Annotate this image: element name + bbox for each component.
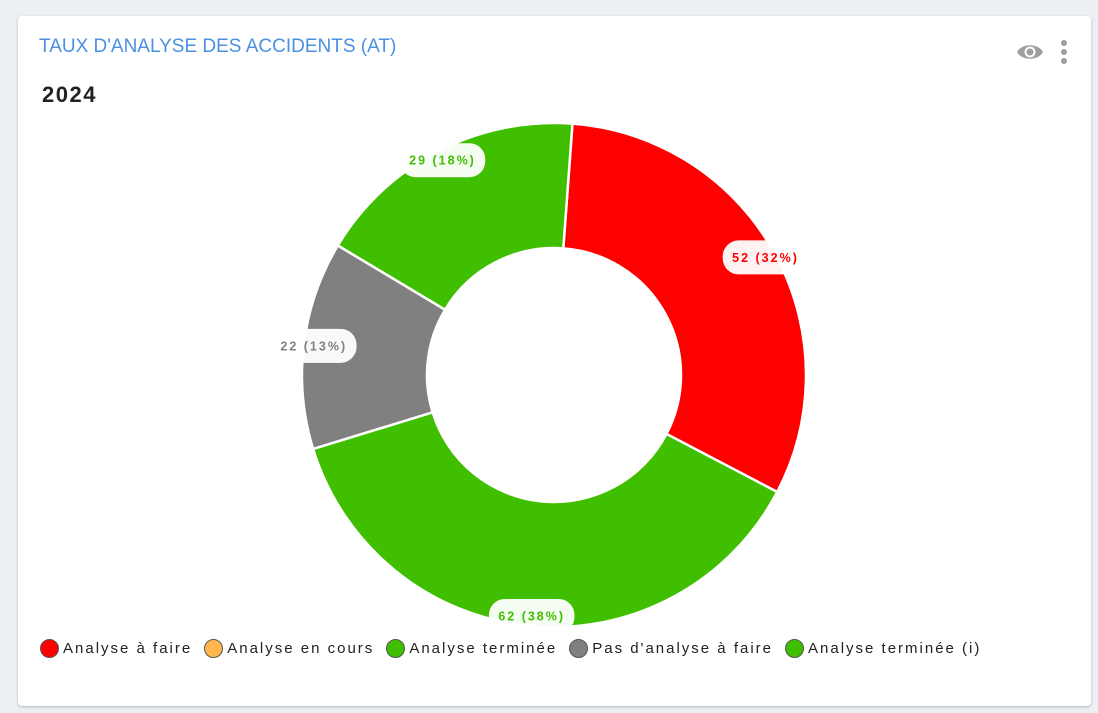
slice-label: 52 (32%) bbox=[722, 240, 809, 275]
chart-card: TAUX D'ANALYSE DES ACCIDENTS (AT) 2024 5… bbox=[18, 16, 1091, 706]
card-title: TAUX D'ANALYSE DES ACCIDENTS (AT) bbox=[39, 36, 397, 57]
slice-label: 22 (13%) bbox=[270, 328, 357, 363]
slice-label-text: 29 (18%) bbox=[409, 154, 476, 168]
donut-slice[interactable] bbox=[561, 122, 808, 494]
legend-label: Analyse en cours bbox=[227, 640, 375, 657]
donut-slice[interactable] bbox=[311, 410, 779, 629]
legend-label: Analyse à faire bbox=[63, 640, 193, 657]
chart-legend: Analyse à faire Analyse en cours Analyse t… bbox=[40, 639, 993, 658]
legend-color-dot bbox=[204, 639, 224, 658]
legend-item[interactable]: Pas d'analyse à faire bbox=[569, 639, 773, 658]
legend-item[interactable]: Analyse terminée (i) bbox=[785, 639, 981, 658]
slice-label-text: 62 (38%) bbox=[498, 609, 565, 623]
chart-subtitle: 2024 bbox=[42, 82, 97, 107]
legend-label: Analyse terminée bbox=[409, 640, 558, 657]
legend-label: Analyse terminée (i) bbox=[808, 640, 982, 657]
legend-item[interactable]: Analyse à faire bbox=[40, 639, 192, 658]
donut-slice[interactable] bbox=[336, 121, 574, 312]
legend-color-dot bbox=[40, 639, 59, 658]
legend-color-dot bbox=[569, 639, 589, 658]
slice-label-text: 22 (13%) bbox=[280, 339, 347, 353]
donut-chart: 52 (32%) 62 (38%) 22 (13%) 29 (18%) bbox=[270, 121, 809, 633]
legend-color-dot bbox=[785, 639, 804, 658]
slice-label: 62 (38%) bbox=[488, 598, 575, 633]
legend-color-dot bbox=[386, 639, 406, 658]
slice-label: 29 (18%) bbox=[399, 143, 486, 178]
legend-item[interactable]: Analyse en cours bbox=[204, 639, 374, 658]
legend-label: Pas d'analyse à faire bbox=[592, 640, 773, 657]
legend-item[interactable]: Analyse terminée bbox=[386, 639, 557, 658]
more-vertical-icon[interactable] bbox=[1054, 38, 1074, 66]
slice-label-text: 52 (32%) bbox=[732, 251, 799, 265]
eye-icon[interactable] bbox=[1016, 40, 1044, 64]
